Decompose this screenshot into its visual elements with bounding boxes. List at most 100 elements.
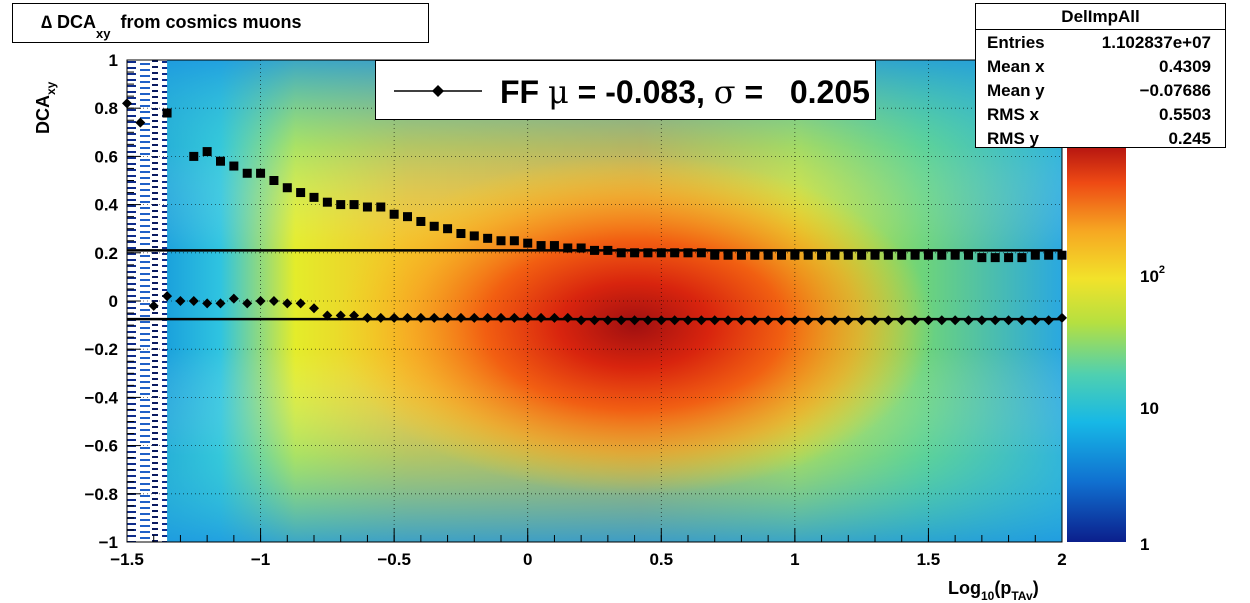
y-tick-label: 0.8 [94,99,118,118]
mu-point [1030,315,1041,326]
sigma-point [242,168,252,178]
sigma-point [523,238,533,248]
sigma-point [216,156,225,166]
mu-point [215,298,226,309]
mu-point [856,315,867,326]
sigma-point [229,161,239,171]
mu-point [976,315,987,326]
mu-point [896,315,907,326]
legend-mu-value: = -0.083, [568,74,714,110]
mu-point [549,312,560,323]
y-tick-label: 0.4 [94,196,118,215]
mu-point [509,312,520,323]
y-tick-label: −1 [99,533,118,552]
sigma-point [897,250,907,260]
sigma-point [870,250,880,260]
mu-point [469,312,480,323]
mu-point [963,315,974,326]
sigma-point [202,147,212,157]
stats-value: 0.4309 [1159,57,1211,76]
sigma-point [389,209,399,219]
y-tick-label: 0.2 [94,244,118,263]
axes: −1.5 −1 −0.5 0 0.5 1 1.5 2−1−0.8−0.6−0.4−0.200.… [33,51,1067,603]
sigma-point [403,212,412,222]
sigma-point [456,229,466,239]
sigma-point [189,151,199,161]
sigma-point [162,108,172,118]
mu-point [789,315,800,326]
mu-point [696,315,707,326]
stats-key: RMS y [987,129,1039,148]
mu-point [175,296,186,306]
stats-row: Mean x 0.4309 [976,54,1225,78]
x-tick-label: −1.5 [110,550,144,569]
mu-point [923,315,934,326]
mu-point [242,298,253,309]
mu-point [656,315,667,326]
mu-point [496,312,506,323]
sigma-point [790,250,800,260]
mu-point [309,303,319,314]
sigma-point [777,250,786,260]
sigma-point [603,245,613,255]
sigma-point [536,241,546,251]
mu-point [816,315,827,326]
legend-prefix: FF [500,74,548,110]
palette-tick-100: 102 [1140,264,1165,286]
stats-row: RMS x 0.5503 [976,102,1225,126]
sigma-point [923,250,933,260]
sigma-point [496,236,506,246]
sigma-point [910,250,920,260]
mu-point [883,315,894,326]
mu-point [910,315,921,326]
sigma-point [563,243,573,253]
sigma-point [643,248,653,258]
x-tick-label: 2 [1057,550,1066,569]
x-tick-label: 1 [790,550,799,569]
mu-point [576,315,587,326]
sigma-point [696,248,706,258]
stats-key: Mean y [987,81,1045,100]
mu-point [602,315,613,326]
sigma-point [857,250,867,260]
legend-sigma-value: = 0.205 [735,74,870,110]
stats-row: RMS y 0.245 [976,126,1225,150]
sigma-point [630,248,640,258]
mu-point [268,296,279,306]
sigma-point [763,250,773,260]
mu-point [455,312,466,323]
stats-value: 0.245 [1168,129,1211,148]
sigma-point [817,250,827,260]
sigma-point [376,202,386,212]
mu-point [803,315,814,326]
mu-point [870,315,880,326]
stats-value: 1.102837e+07 [1101,33,1211,52]
x-tick-label: 1.5 [917,550,941,569]
sigma-point [509,236,519,246]
sigma-point [1017,253,1027,263]
sigma-point [830,250,840,260]
mu-point [202,298,213,309]
sigma-point [362,202,372,212]
mu-point [990,315,1001,326]
chart-title: ∆ DCAxy from cosmics muons [41,12,302,41]
sigma-point [937,250,947,260]
x-axis-label: Log10(pTAv) [948,578,1039,603]
sigma-point [736,250,746,260]
sigma-point [416,216,426,226]
legend-marker-icon [394,85,482,97]
sigma-point [883,250,893,260]
y-tick-label: −0.4 [84,388,118,407]
sigma-point [256,168,266,178]
mu-point [482,312,493,323]
x-tick-label: −0.5 [377,550,411,569]
title-prefix: ∆ DCA [41,12,97,32]
sigma-point [336,200,346,210]
x-tick-label: −1 [251,550,270,569]
mu-point [736,315,747,326]
title-box: ∆ DCAxy from cosmics muons [12,3,429,43]
color-palette-bar [1067,143,1126,542]
legend-box: FF μ = -0.083, σ = 0.205 [375,60,876,120]
mu-point [589,315,600,326]
sigma-point [269,176,279,185]
